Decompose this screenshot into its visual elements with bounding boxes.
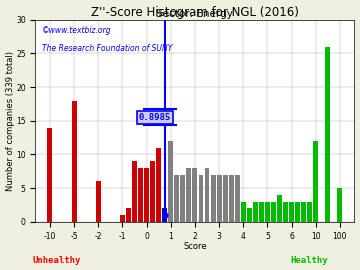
Bar bbox=[289, 202, 294, 222]
Bar bbox=[313, 141, 318, 222]
Bar bbox=[307, 202, 312, 222]
Bar bbox=[277, 195, 282, 222]
Bar bbox=[229, 175, 234, 222]
Bar bbox=[96, 181, 101, 222]
Bar bbox=[271, 202, 276, 222]
Bar bbox=[223, 175, 228, 222]
Bar bbox=[211, 175, 216, 222]
Bar bbox=[283, 202, 288, 222]
Bar bbox=[325, 47, 330, 222]
Bar bbox=[156, 148, 161, 222]
Bar bbox=[174, 175, 179, 222]
Bar bbox=[198, 175, 203, 222]
Bar bbox=[337, 188, 342, 222]
Bar bbox=[138, 168, 143, 222]
Bar bbox=[150, 161, 155, 222]
Bar bbox=[204, 168, 210, 222]
Bar bbox=[217, 175, 221, 222]
Text: ©www.textbiz.org: ©www.textbiz.org bbox=[42, 26, 111, 35]
Bar bbox=[241, 202, 246, 222]
Bar bbox=[301, 202, 306, 222]
Bar bbox=[48, 127, 52, 222]
Bar bbox=[72, 100, 77, 222]
Bar bbox=[265, 202, 270, 222]
Bar bbox=[132, 161, 137, 222]
Bar bbox=[253, 202, 258, 222]
Bar bbox=[180, 175, 185, 222]
Text: 0.8985: 0.8985 bbox=[139, 113, 171, 122]
Title: Z''-Score Histogram for NGL (2016): Z''-Score Histogram for NGL (2016) bbox=[91, 6, 299, 19]
Bar bbox=[186, 168, 191, 222]
Text: The Research Foundation of SUNY: The Research Foundation of SUNY bbox=[42, 44, 172, 53]
Bar bbox=[126, 208, 131, 222]
Bar bbox=[144, 168, 149, 222]
Bar bbox=[168, 141, 173, 222]
Text: Unhealthy: Unhealthy bbox=[32, 256, 81, 265]
X-axis label: Score: Score bbox=[183, 242, 207, 251]
Y-axis label: Number of companies (339 total): Number of companies (339 total) bbox=[5, 51, 14, 191]
Bar bbox=[295, 202, 300, 222]
Bar bbox=[259, 202, 264, 222]
Bar bbox=[235, 175, 240, 222]
Bar bbox=[193, 168, 197, 222]
Bar bbox=[247, 208, 252, 222]
Text: Sector: Energy: Sector: Energy bbox=[157, 9, 233, 19]
Text: Healthy: Healthy bbox=[290, 256, 328, 265]
Bar bbox=[120, 215, 125, 222]
Bar bbox=[162, 208, 167, 222]
